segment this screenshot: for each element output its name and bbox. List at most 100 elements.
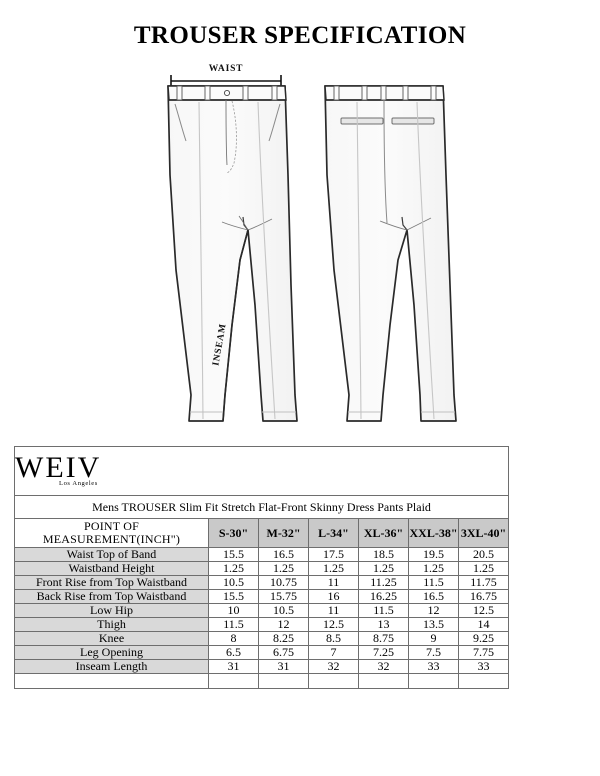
measurement-value-r0-c4: 19.5 xyxy=(408,547,459,562)
measurement-value-r8-c1: 31 xyxy=(258,659,309,674)
measurement-label: Leg Opening xyxy=(14,645,209,660)
blank-cell xyxy=(14,673,209,689)
table-blank-row xyxy=(14,673,510,689)
measurement-value-r4-c3: 11.5 xyxy=(358,603,409,618)
table-row: Knee 8 8.25 8.5 8.75 9 9.25 xyxy=(14,631,510,646)
table-row: Waistband Height 1.25 1.25 1.25 1.25 1.25 1.25 xyxy=(14,561,510,576)
front-body-outline xyxy=(167,85,298,422)
front-crotch-stitch-left xyxy=(221,221,249,231)
measurement-value-r1-c5: 1.25 xyxy=(457,561,510,576)
measurement-value-r5-c2: 12.5 xyxy=(308,617,359,632)
measurement-value-r7-c4: 7.5 xyxy=(408,645,459,660)
product-description: Mens TROUSER Slim Fit Stretch Flat-Front… xyxy=(13,495,510,519)
table-row: Front Rise from Top Waistband 10.5 10.75 11… xyxy=(14,575,510,590)
front-right-pocket-opening xyxy=(268,103,281,142)
column-header-size-2: L-34" xyxy=(308,518,359,548)
blank-cell xyxy=(208,673,259,689)
front-belt-loop-2 xyxy=(204,85,211,101)
back-crotch-stitch-left xyxy=(379,220,408,231)
back-left-welt-pocket xyxy=(340,117,384,125)
brand-cell: WEIV Los Angeles xyxy=(13,446,510,496)
blank-cell xyxy=(457,673,510,689)
measurement-value-r6-c1: 8.25 xyxy=(258,631,309,646)
brand-tagline: Los Angeles xyxy=(59,479,98,487)
front-belt-loop-4 xyxy=(271,85,278,101)
measurement-value-r4-c0: 10 xyxy=(208,603,259,618)
front-fly-center-seam xyxy=(225,99,228,166)
measurement-value-r7-c2: 7 xyxy=(308,645,359,660)
table-row: Back Rise from Top Waistband 15.5 15.75 16 1… xyxy=(14,589,510,604)
measurement-value-r3-c5: 16.75 xyxy=(457,589,510,604)
column-header-size-0: S-30" xyxy=(208,518,259,548)
measurement-value-r0-c0: 15.5 xyxy=(208,547,259,562)
measurement-value-r2-c1: 10.75 xyxy=(258,575,309,590)
measurement-label: Knee xyxy=(14,631,209,646)
brand-row: WEIV Los Angeles xyxy=(13,446,510,496)
measurement-spec-table: WEIV Los Angeles Mens TROUSER Slim Fit S… xyxy=(13,446,510,689)
front-waistband-button xyxy=(223,89,231,97)
measurement-value-r7-c1: 6.75 xyxy=(258,645,309,660)
measurement-value-r7-c5: 7.75 xyxy=(457,645,510,660)
measurement-value-r1-c0: 1.25 xyxy=(208,561,259,576)
measurement-value-r1-c3: 1.25 xyxy=(358,561,409,576)
measurement-value-r8-c0: 31 xyxy=(208,659,259,674)
measurement-label: Thigh xyxy=(14,617,209,632)
measurement-value-r3-c2: 16 xyxy=(308,589,359,604)
column-header-size-5: 3XL-40" xyxy=(457,518,510,548)
measurement-value-r7-c0: 6.5 xyxy=(208,645,259,660)
measurement-value-r2-c5: 11.75 xyxy=(457,575,510,590)
measurement-label: Inseam Length xyxy=(14,659,209,674)
table-row: Thigh 11.5 12 12.5 13 13.5 14 xyxy=(14,617,510,632)
back-crotch-point xyxy=(401,216,408,231)
measurement-value-r6-c5: 9.25 xyxy=(457,631,510,646)
measurement-value-r6-c2: 8.5 xyxy=(308,631,359,646)
measurement-value-r6-c3: 8.75 xyxy=(358,631,409,646)
back-center-seam xyxy=(383,99,388,224)
measurement-value-r5-c3: 13 xyxy=(358,617,409,632)
measurement-value-r5-c5: 14 xyxy=(457,617,510,632)
back-belt-loop-4 xyxy=(402,85,409,101)
measurement-label: Front Rise from Top Waistband xyxy=(14,575,209,590)
table-row: Low Hip 10 10.5 11 11.5 12 12.5 xyxy=(14,603,510,618)
measurement-value-r4-c5: 12.5 xyxy=(457,603,510,618)
measurement-value-r5-c4: 13.5 xyxy=(408,617,459,632)
table-row: Inseam Length 31 31 32 32 33 33 xyxy=(14,659,510,674)
measurement-value-r1-c1: 1.25 xyxy=(258,561,309,576)
measurement-value-r8-c2: 32 xyxy=(308,659,359,674)
measurement-value-r7-c3: 7.25 xyxy=(358,645,409,660)
measurement-value-r2-c3: 11.25 xyxy=(358,575,409,590)
measurement-value-r3-c1: 15.75 xyxy=(258,589,309,604)
front-belt-loop-1 xyxy=(176,85,183,101)
column-header-size-1: M-32" xyxy=(258,518,309,548)
measurement-label: Low Hip xyxy=(14,603,209,618)
blank-cell xyxy=(358,673,409,689)
measurement-value-r1-c2: 1.25 xyxy=(308,561,359,576)
measurement-value-r8-c5: 33 xyxy=(457,659,510,674)
measurement-value-r5-c1: 12 xyxy=(258,617,309,632)
measurement-value-r6-c0: 8 xyxy=(208,631,259,646)
front-fly-curve-stitch xyxy=(225,100,237,174)
back-belt-loop-3 xyxy=(380,85,387,101)
waist-label: WAIST xyxy=(209,64,244,74)
front-inseam-line xyxy=(222,229,249,422)
measurement-value-r8-c4: 33 xyxy=(408,659,459,674)
measurement-value-r4-c2: 11 xyxy=(308,603,359,618)
blank-cell xyxy=(308,673,359,689)
measurement-value-r4-c1: 10.5 xyxy=(258,603,309,618)
measurement-value-r3-c3: 16.25 xyxy=(358,589,409,604)
table-row: Leg Opening 6.5 6.75 7 7.25 7.5 7.75 xyxy=(14,645,510,660)
measurement-value-r5-c0: 11.5 xyxy=(208,617,259,632)
measurement-value-r8-c3: 32 xyxy=(358,659,409,674)
measurement-value-r3-c4: 16.5 xyxy=(408,589,459,604)
brand-logo: WEIV xyxy=(15,451,102,485)
measurement-value-r0-c3: 18.5 xyxy=(358,547,409,562)
column-header-size-3: XL-36" xyxy=(358,518,409,548)
measurement-label: Waistband Height xyxy=(14,561,209,576)
measurement-value-r3-c0: 15.5 xyxy=(208,589,259,604)
table-row: Waist Top of Band 15.5 16.5 17.5 18.5 19.5 20.… xyxy=(14,547,510,562)
column-header-point-of-measurement: POINT OF MEASUREMENT(INCH") xyxy=(14,518,209,548)
back-right-crease xyxy=(416,101,435,420)
front-crotch-stitch-right xyxy=(247,218,273,231)
back-right-welt-pocket xyxy=(391,117,435,125)
table-header-row: POINT OF MEASUREMENT(INCH") S-30" M-32" L-3… xyxy=(14,518,510,548)
